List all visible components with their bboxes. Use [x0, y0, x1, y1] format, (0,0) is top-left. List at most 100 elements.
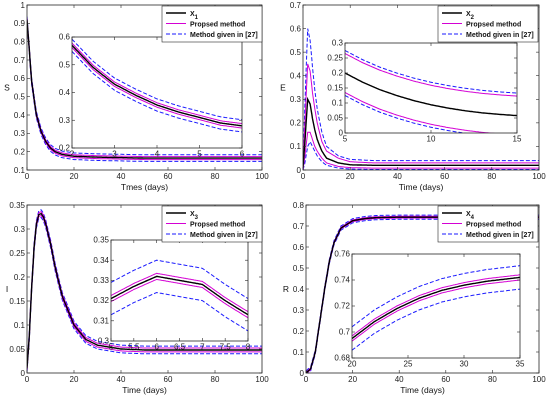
inset-ytick-label: 0.5 [59, 60, 71, 69]
inset-chart: 2 3 4 5 6 0.2 0.3 0.4 0.5 0.6 [59, 33, 245, 159]
inset-ytick-label: 0.31 [93, 316, 109, 325]
main-ytick-label: 0.6 [14, 74, 26, 83]
legend-state-label: X1 [190, 11, 199, 21]
inset-ytick-label: 0.76 [334, 250, 350, 259]
main-xtick-label: 60 [441, 375, 450, 384]
inset-ytick-label: 0.7 [339, 328, 351, 337]
main-ytick-label: 0.3 [14, 129, 26, 138]
inset-reference-upper-line [345, 50, 517, 94]
reference-lower-line [27, 216, 262, 373]
inset-reference-lower-line [352, 288, 520, 351]
inset-chart: 20 25 30 35 0.68 0.7 0.72 0.74 0.76 [334, 250, 525, 369]
main-ytick-label: 0 [297, 166, 302, 175]
inset-ytick-label: 0.68 [334, 354, 350, 363]
reference-upper-line [27, 209, 262, 365]
inset-lines [72, 38, 242, 133]
reference-upper-line [27, 16, 262, 156]
main-xtick-label: 40 [395, 375, 404, 384]
inset-proposed-upper-line [72, 42, 242, 125]
inset-ytick-label: 0.33 [93, 276, 109, 285]
inset-plot-area [352, 254, 520, 358]
inset-xtick-label: 5 [197, 150, 202, 159]
inset-proposed-lower-line [352, 279, 520, 342]
inset-ytick-label: 0.2 [332, 69, 344, 78]
main-ytick-label: 0.1 [293, 348, 305, 357]
main-xtick-label: 20 [70, 375, 79, 384]
main-ytick-label: 0.4 [293, 285, 305, 294]
reference-lower-line [27, 22, 262, 162]
main-ytick-label: 0.1 [14, 321, 26, 330]
state-line [303, 96, 539, 168]
inset-xtick-label: 3 [112, 150, 117, 159]
state-line [27, 19, 262, 159]
y-axis-label: I [6, 284, 8, 294]
main-xtick-label: 20 [346, 172, 355, 181]
inset-ytick-label: 0.6 [59, 33, 71, 42]
main-ytick-label: 0.2 [14, 273, 26, 282]
legend-reference-label: Method given in [27] [190, 232, 258, 239]
main-ytick-label: 0.5 [14, 92, 26, 101]
legend-reference-label: Method given in [27] [466, 32, 534, 39]
series-lines [27, 209, 262, 373]
proposed-upper-line [303, 63, 539, 168]
main-ytick-label: 0.3 [293, 306, 305, 315]
inset-reference-upper-line [352, 265, 520, 328]
main-ytick-label: 0 [21, 369, 26, 378]
legend-state-subscript: 4 [471, 215, 475, 221]
inset-ytick-label: 0.35 [93, 236, 109, 245]
legend-box [437, 5, 539, 43]
main-xtick-label: 0 [25, 172, 30, 181]
proposed-upper-line [27, 18, 262, 158]
main-ytick-label: 0.3 [14, 225, 26, 234]
main-ytick-label: 0.6 [293, 243, 305, 252]
main-ytick-label: 0.1 [14, 166, 26, 175]
inset-proposed-upper-line [352, 274, 520, 337]
inset-proposed-lower-line [72, 47, 242, 129]
inset-ytick-label: 0 [339, 129, 344, 138]
main-xtick-label: 40 [393, 172, 402, 181]
main-xtick-label: 0 [304, 375, 309, 384]
inset-xtick-label: 5.5 [128, 343, 140, 352]
main-ytick-label: 0 [300, 369, 305, 378]
main-ytick-label: 0.8 [14, 37, 26, 46]
inset-plot-area [72, 37, 242, 148]
inset-proposed-upper-line [345, 53, 517, 97]
inset-chart: 5 10 15 0 0.05 0.1 0.15 0.2 0.25 0.3 [327, 39, 522, 144]
inset-ytick-label: 0.3 [332, 39, 344, 48]
main-xtick-label: 60 [164, 375, 173, 384]
main-ytick-label: 0.25 [9, 249, 25, 258]
inset-xtick-label: 7 [200, 343, 205, 352]
proposed-lower-line [27, 215, 262, 371]
inset-lines [111, 259, 248, 332]
main-xtick-label: 100 [255, 172, 269, 181]
legend-state-label: X3 [190, 211, 199, 221]
main-ytick-label: 0.7 [293, 222, 305, 231]
y-axis-label: S [4, 83, 10, 93]
legend-state-subscript: 1 [195, 15, 199, 21]
inset-ytick-label: 0.3 [98, 337, 110, 346]
proposed-lower-line [303, 131, 539, 170]
main-xtick-label: 80 [487, 172, 496, 181]
main-ytick-label: 0.5 [293, 264, 305, 273]
inset-xtick-label: 8 [246, 343, 251, 352]
inset-ytick-label: 0.4 [59, 88, 71, 97]
inset-proposed-upper-line [111, 272, 248, 313]
y-axis-label: E [280, 83, 286, 93]
inset-reference-lower-line [72, 51, 242, 133]
reference-upper-line [303, 28, 539, 168]
main-xtick-label: 40 [117, 172, 126, 181]
legend-state-label: X4 [466, 211, 475, 221]
inset-xtick-label: 10 [427, 135, 436, 144]
main-xtick-label: 20 [70, 172, 79, 181]
inset-xtick-label: 5 [343, 135, 348, 144]
legend-state-symbol: X [466, 211, 471, 218]
inset-xtick-label: 30 [460, 360, 469, 369]
inset-lines [352, 265, 520, 351]
x-axis-label: Tmes (days) [121, 182, 168, 192]
main-ytick-label: 1 [21, 1, 26, 10]
